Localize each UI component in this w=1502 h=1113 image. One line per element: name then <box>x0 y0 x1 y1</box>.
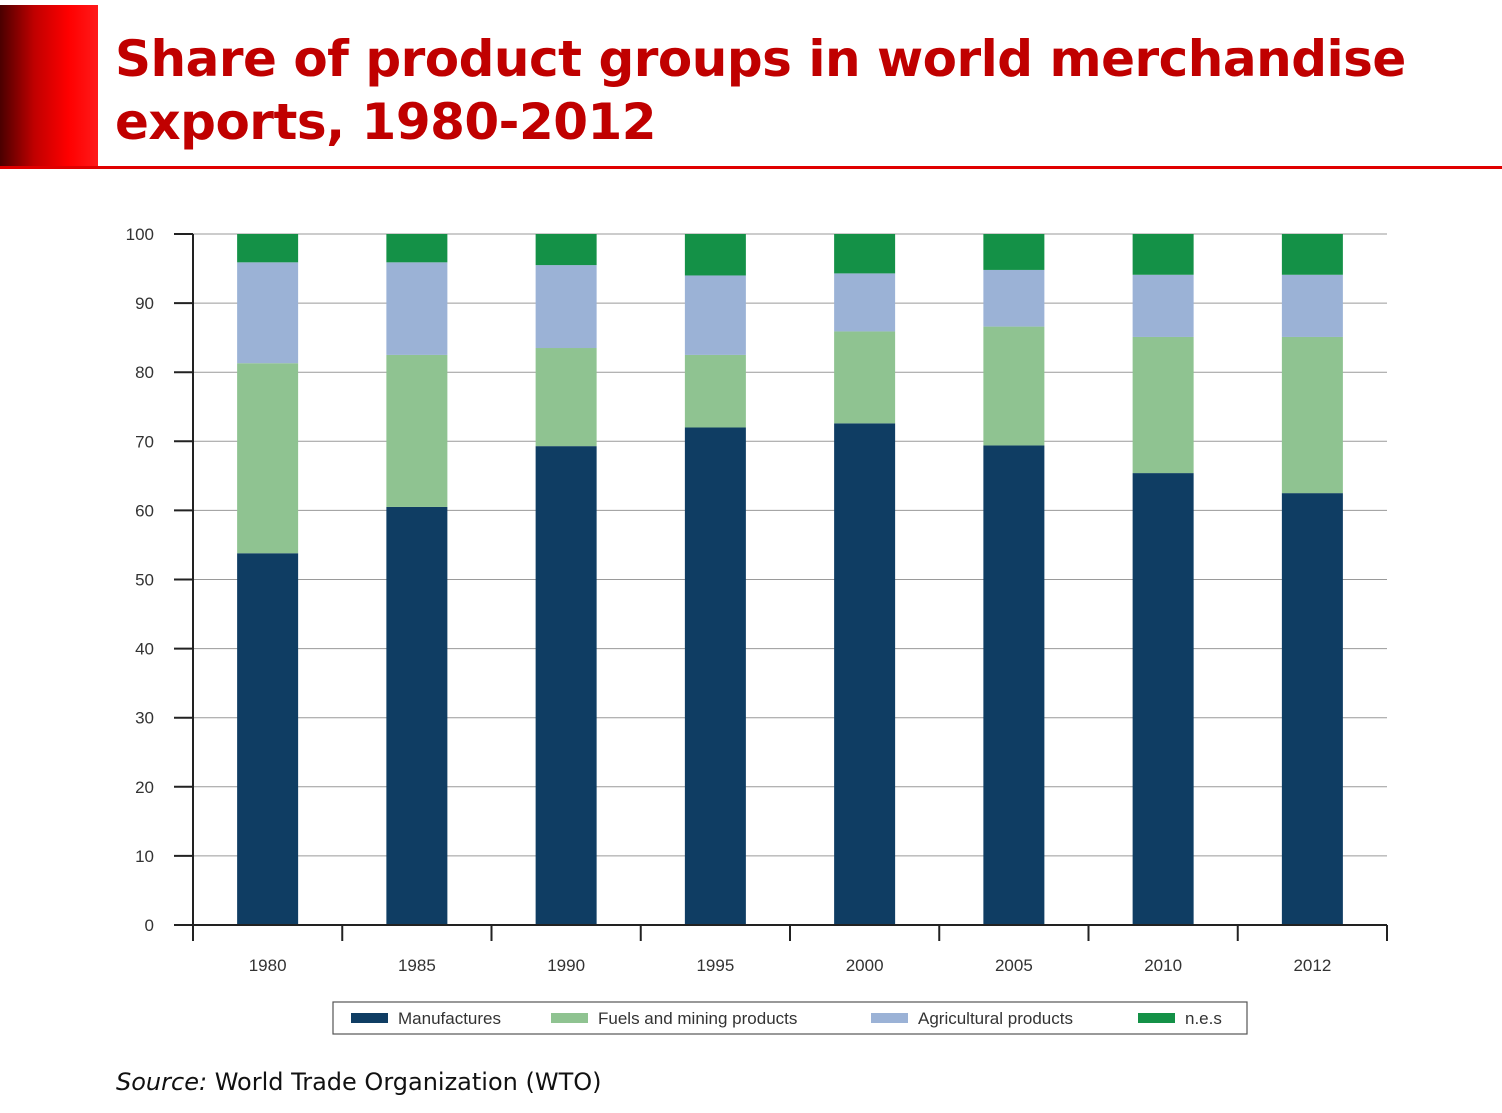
x-tick-label: 1985 <box>398 956 436 975</box>
bar-segment-fuels-and-mining-products-2000 <box>834 331 896 424</box>
x-tick-label: 2000 <box>846 956 884 975</box>
title-accent-bar <box>0 5 98 168</box>
bar-segment-manufactures-2000 <box>834 423 896 925</box>
bar-segment-n-e-s-1995 <box>684 234 746 276</box>
y-tick-label: 100 <box>126 225 154 244</box>
bar-segment-agricultural-products-2010 <box>1132 274 1194 337</box>
bar-segment-fuels-and-mining-products-1980 <box>237 363 299 554</box>
bar-segment-n-e-s-1980 <box>237 234 299 263</box>
legend-label: n.e.s <box>1185 1009 1222 1028</box>
legend-swatch <box>351 1013 388 1023</box>
bar-segment-manufactures-1995 <box>684 427 746 925</box>
y-tick-label: 70 <box>135 432 154 451</box>
bar-segment-fuels-and-mining-products-2005 <box>983 326 1045 446</box>
x-tick-label: 1995 <box>696 956 734 975</box>
y-tick-label: 40 <box>135 640 154 659</box>
bar-segment-agricultural-products-1995 <box>684 275 746 355</box>
bar-segment-manufactures-1980 <box>237 553 299 925</box>
legend-label: Agricultural products <box>918 1009 1073 1028</box>
bar-segment-manufactures-2005 <box>983 445 1045 925</box>
bar-segment-fuels-and-mining-products-2012 <box>1281 336 1343 494</box>
legend-swatch <box>551 1013 588 1023</box>
grid-lines <box>193 233 1387 857</box>
legend-swatch <box>871 1013 908 1023</box>
x-tick-label: 2012 <box>1293 956 1331 975</box>
bar-segment-manufactures-2012 <box>1281 493 1343 925</box>
y-tick-label: 50 <box>135 571 154 590</box>
bar-segment-agricultural-products-2000 <box>834 273 896 332</box>
source-text: World Trade Organization (WTO) <box>214 1068 602 1096</box>
bar-segment-agricultural-products-2012 <box>1281 274 1343 337</box>
bar-segment-fuels-and-mining-products-2010 <box>1132 336 1194 474</box>
legend-box <box>332 1001 1248 1035</box>
bar-segment-fuels-and-mining-products-1985 <box>386 354 448 507</box>
title-underline <box>0 166 1502 169</box>
y-tick-label: 60 <box>135 501 154 520</box>
y-tick-label: 0 <box>145 916 154 935</box>
bar-segment-agricultural-products-1990 <box>535 265 597 349</box>
bar-segment-n-e-s-2010 <box>1132 234 1194 275</box>
legend: Manufactures Fuels and mining products Agr… <box>332 1001 1248 1035</box>
bar-segment-n-e-s-2005 <box>983 234 1045 270</box>
bar-segment-fuels-and-mining-products-1990 <box>535 348 597 447</box>
bar-segment-n-e-s-2012 <box>1281 234 1343 275</box>
bar-segment-agricultural-products-1985 <box>386 262 448 355</box>
x-tick-label: 1990 <box>547 956 585 975</box>
bar-segment-n-e-s-1985 <box>386 234 448 263</box>
bar-segment-fuels-and-mining-products-1995 <box>684 354 746 428</box>
bar-segment-manufactures-2010 <box>1132 473 1194 925</box>
legend-label: Manufactures <box>398 1009 501 1028</box>
y-tick-label: 80 <box>135 363 154 382</box>
x-tick-label: 2010 <box>1144 956 1182 975</box>
legend-label: Fuels and mining products <box>598 1009 797 1028</box>
axes: 0 10 20 30 40 50 60 70 80 90 100 1980 1985 1990 1995 20… <box>126 225 1388 975</box>
bar-segment-manufactures-1990 <box>535 446 597 925</box>
bar-segment-agricultural-products-1980 <box>237 262 299 364</box>
bar-segment-manufactures-1985 <box>386 506 448 925</box>
y-tick-label: 90 <box>135 294 154 313</box>
y-tick-label: 30 <box>135 709 154 728</box>
source-note: Source: World Trade Organization (WTO) <box>116 1068 602 1096</box>
slide-title: Share of product groups in world merchan… <box>115 30 1406 151</box>
bar-stacks <box>237 234 1343 925</box>
bar-segment-agricultural-products-2005 <box>983 269 1045 327</box>
legend-swatch <box>1138 1013 1175 1023</box>
bar-segment-n-e-s-2000 <box>834 234 896 274</box>
source-label: Source: <box>116 1068 208 1096</box>
x-tick-label: 2005 <box>995 956 1033 975</box>
y-tick-label: 20 <box>135 778 154 797</box>
y-tick-label: 10 <box>135 847 154 866</box>
x-tick-label: 1980 <box>249 956 287 975</box>
bar-segment-n-e-s-1990 <box>535 234 597 266</box>
